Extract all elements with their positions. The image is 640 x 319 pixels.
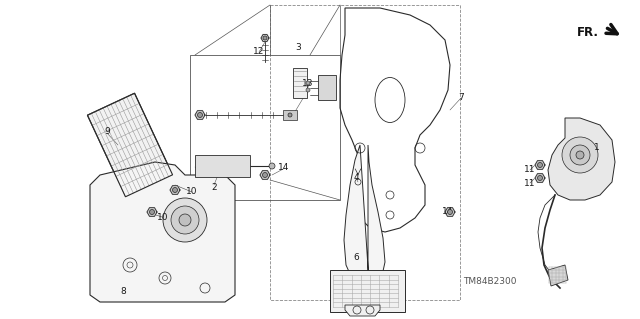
Text: 13: 13 <box>302 79 314 88</box>
Text: 7: 7 <box>458 93 464 102</box>
Text: TM84B2300: TM84B2300 <box>463 277 516 286</box>
Circle shape <box>538 162 543 167</box>
Circle shape <box>538 175 543 181</box>
Circle shape <box>562 137 598 173</box>
Circle shape <box>306 81 310 85</box>
Polygon shape <box>535 161 545 169</box>
Circle shape <box>576 151 584 159</box>
Polygon shape <box>283 110 297 120</box>
Text: 11: 11 <box>524 179 536 188</box>
Circle shape <box>150 210 154 214</box>
Text: 4: 4 <box>353 174 359 182</box>
Polygon shape <box>170 186 180 194</box>
Circle shape <box>171 206 199 234</box>
Circle shape <box>198 113 202 117</box>
Circle shape <box>262 173 268 177</box>
Polygon shape <box>318 75 336 100</box>
Polygon shape <box>260 171 270 179</box>
Polygon shape <box>345 305 380 316</box>
Text: FR.: FR. <box>577 26 599 39</box>
Circle shape <box>570 145 590 165</box>
Text: 10: 10 <box>157 213 169 222</box>
Circle shape <box>269 163 275 169</box>
Circle shape <box>263 36 267 40</box>
Text: 3: 3 <box>295 42 301 51</box>
Text: 14: 14 <box>278 164 290 173</box>
Circle shape <box>179 214 191 226</box>
Text: 5: 5 <box>320 78 326 87</box>
Polygon shape <box>195 155 250 177</box>
Text: 1: 1 <box>594 144 600 152</box>
Polygon shape <box>344 145 385 298</box>
Text: 8: 8 <box>120 286 126 295</box>
Polygon shape <box>293 68 307 98</box>
Text: 6: 6 <box>353 254 359 263</box>
Circle shape <box>288 113 292 117</box>
Polygon shape <box>535 174 545 182</box>
Circle shape <box>163 198 207 242</box>
Polygon shape <box>548 118 615 200</box>
Text: 14: 14 <box>442 207 454 217</box>
Polygon shape <box>445 208 455 216</box>
Polygon shape <box>147 208 157 216</box>
Circle shape <box>447 210 452 214</box>
Polygon shape <box>548 265 568 286</box>
Polygon shape <box>286 112 294 118</box>
Circle shape <box>173 188 177 192</box>
Polygon shape <box>195 111 205 119</box>
Polygon shape <box>261 34 269 41</box>
Polygon shape <box>330 270 405 312</box>
Polygon shape <box>88 93 173 197</box>
Polygon shape <box>90 162 235 302</box>
Circle shape <box>306 88 310 92</box>
Text: 10: 10 <box>186 188 198 197</box>
Text: 11: 11 <box>524 166 536 174</box>
Text: 12: 12 <box>253 48 265 56</box>
Text: 9: 9 <box>104 127 110 136</box>
Text: 2: 2 <box>211 182 217 191</box>
